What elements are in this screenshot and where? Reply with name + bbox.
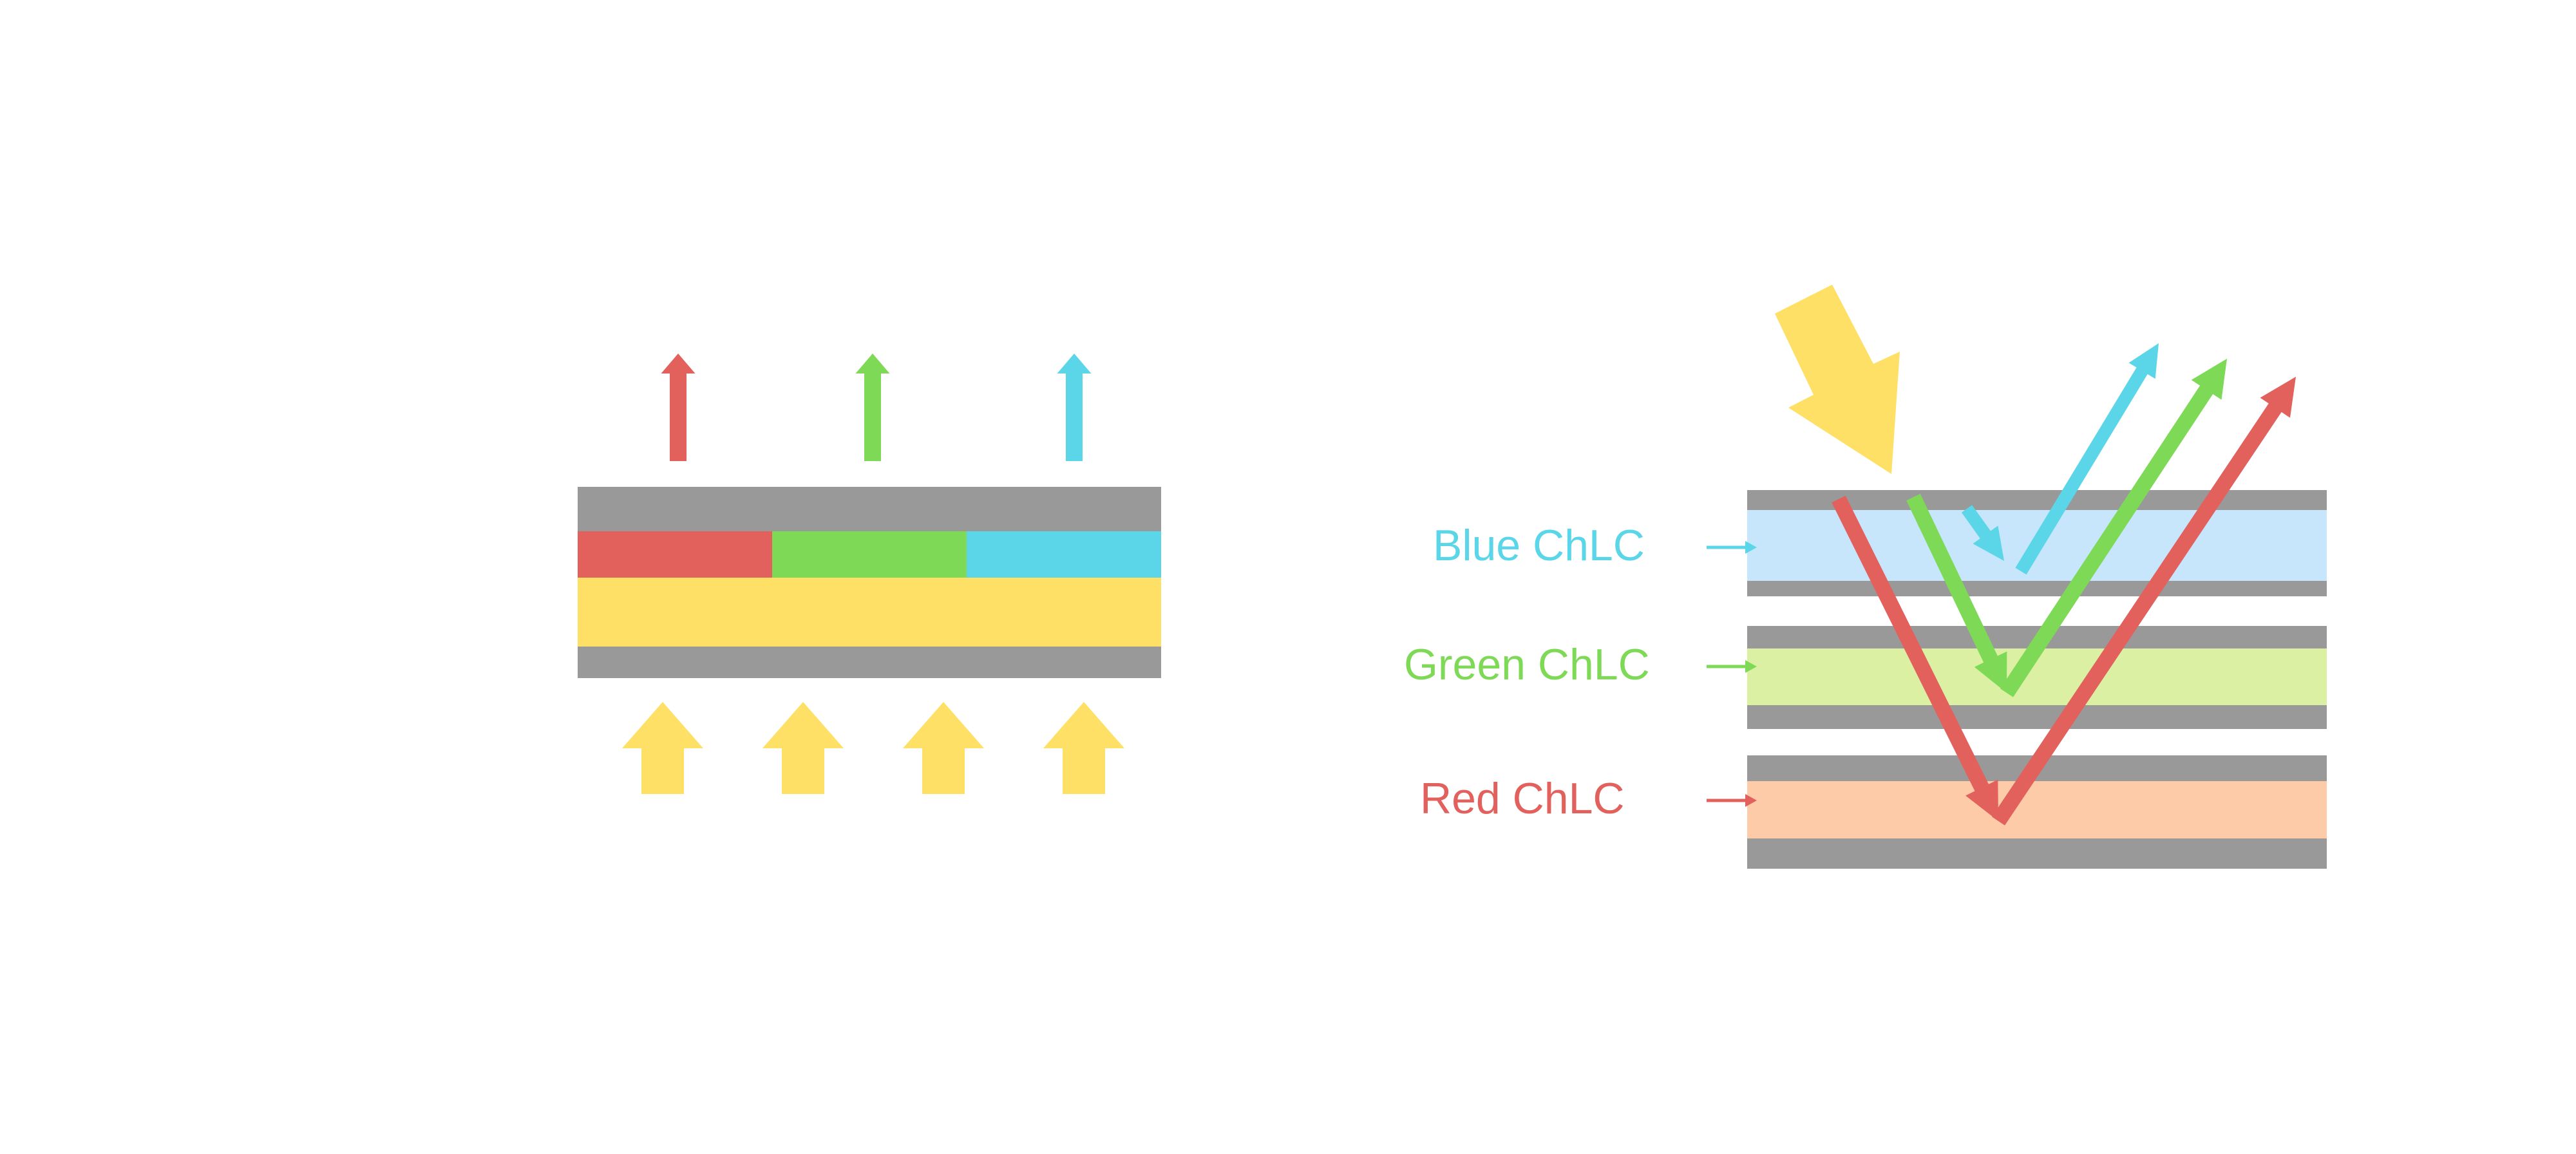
svg-text:Red ChLC: Red ChLC: [1420, 774, 1625, 823]
svg-text:Blue ChLC: Blue ChLC: [1433, 521, 1645, 570]
svg-text:Green ChLC: Green ChLC: [1404, 640, 1650, 689]
